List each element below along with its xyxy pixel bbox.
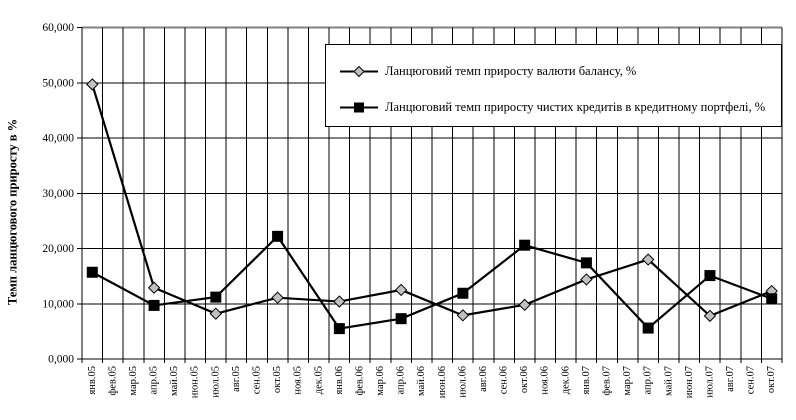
diamond-marker — [209, 307, 223, 320]
square-marker — [354, 102, 364, 113]
x-tick-label: апр.05 — [149, 366, 160, 395]
x-tick-label: фев.07 — [602, 366, 613, 396]
y-tick-label: 50,000 — [42, 77, 74, 89]
diamond-marker — [641, 253, 655, 266]
x-tick-label: ноя.05 — [293, 366, 304, 395]
series-line-1 — [91, 234, 773, 330]
legend: Ланцюговий темп приросту валюти балансу,… — [325, 44, 782, 127]
diamond-marker — [147, 281, 161, 294]
x-tick-label: мар.05 — [128, 366, 139, 396]
square-marker — [148, 299, 160, 311]
square-marker — [333, 323, 345, 335]
diamond-marker-icon — [340, 65, 378, 78]
x-tick-label: июн.06 — [437, 366, 448, 398]
diamond-marker — [456, 309, 470, 322]
diamond-marker — [518, 298, 531, 312]
x-tick-label: апр.07 — [643, 366, 654, 395]
square-marker — [642, 322, 654, 334]
square-marker — [519, 239, 531, 251]
y-tick-label: 20,000 — [42, 243, 74, 255]
x-tick-label: сен.07 — [746, 366, 757, 394]
x-tick-label: окт.06 — [519, 366, 530, 393]
y-tick-label: 0,000 — [48, 354, 74, 366]
x-tick-label: янв.07 — [581, 366, 592, 395]
x-tick-label: май.05 — [169, 366, 180, 396]
legend-item: Ланцюговий темп приросту валюти балансу,… — [340, 64, 781, 78]
x-tick-label: фев.05 — [107, 366, 118, 396]
x-tick-label: янв.06 — [334, 366, 345, 395]
x-tick-label: май.06 — [416, 366, 427, 396]
square-marker-icon — [340, 102, 378, 113]
legend-label: Ланцюговий темп приросту чистих кредитів… — [385, 100, 766, 114]
legend-label: Ланцюговий темп приросту валюти балансу,… — [385, 64, 637, 78]
diamond-marker — [394, 283, 408, 297]
x-tick-label: май.07 — [663, 366, 674, 396]
x-tick-label: мар.07 — [622, 366, 633, 396]
x-tick-label: окт.07 — [766, 366, 777, 393]
x-tick-label: дек.06 — [560, 366, 571, 394]
y-tick-label: 10,000 — [42, 298, 74, 310]
x-tick-label: апр.06 — [396, 366, 407, 395]
x-tick-label: июл.07 — [704, 366, 715, 398]
x-tick-label: авг.05 — [231, 366, 242, 392]
series-line-0 — [91, 84, 773, 318]
square-marker — [210, 291, 222, 303]
y-axis-title: Темп ланцюгового приросту в % — [5, 118, 20, 306]
y-tick-label: 30,000 — [42, 188, 74, 200]
square-marker — [704, 270, 716, 282]
diamond-marker — [86, 78, 99, 91]
diamond-marker — [271, 291, 284, 304]
x-tick-label: авг.07 — [725, 366, 736, 392]
legend-item: Ланцюговий темп приросту чистих кредитів… — [340, 100, 781, 114]
x-tick-label: янв.05 — [87, 366, 98, 395]
diamond-marker — [703, 309, 717, 323]
x-tick-label: окт.05 — [272, 366, 283, 393]
diamond-marker — [333, 295, 346, 308]
y-tick-label: 60,000 — [42, 22, 74, 34]
square-marker — [395, 313, 407, 325]
x-tick-label: июн.05 — [190, 366, 201, 398]
x-tick-label: июн.07 — [684, 366, 695, 398]
x-tick-label: ноя.06 — [540, 366, 551, 395]
x-tick-label: дек.05 — [313, 366, 324, 394]
x-tick-label: сен.06 — [499, 366, 510, 394]
square-marker — [86, 266, 98, 278]
square-marker — [766, 293, 778, 305]
square-marker — [580, 257, 592, 269]
x-tick-label: сен.05 — [252, 366, 263, 394]
y-tick-label: 40,000 — [42, 133, 74, 145]
square-marker — [272, 230, 284, 242]
x-tick-label: июл.05 — [210, 366, 221, 398]
x-tick-label: июл.06 — [457, 366, 468, 398]
x-tick-label: мар.06 — [375, 366, 386, 396]
x-tick-label: фев.06 — [354, 366, 365, 396]
square-marker — [457, 287, 469, 299]
x-tick-label: авг.06 — [478, 366, 489, 392]
diamond-marker — [353, 65, 365, 78]
diamond-marker — [580, 273, 593, 286]
